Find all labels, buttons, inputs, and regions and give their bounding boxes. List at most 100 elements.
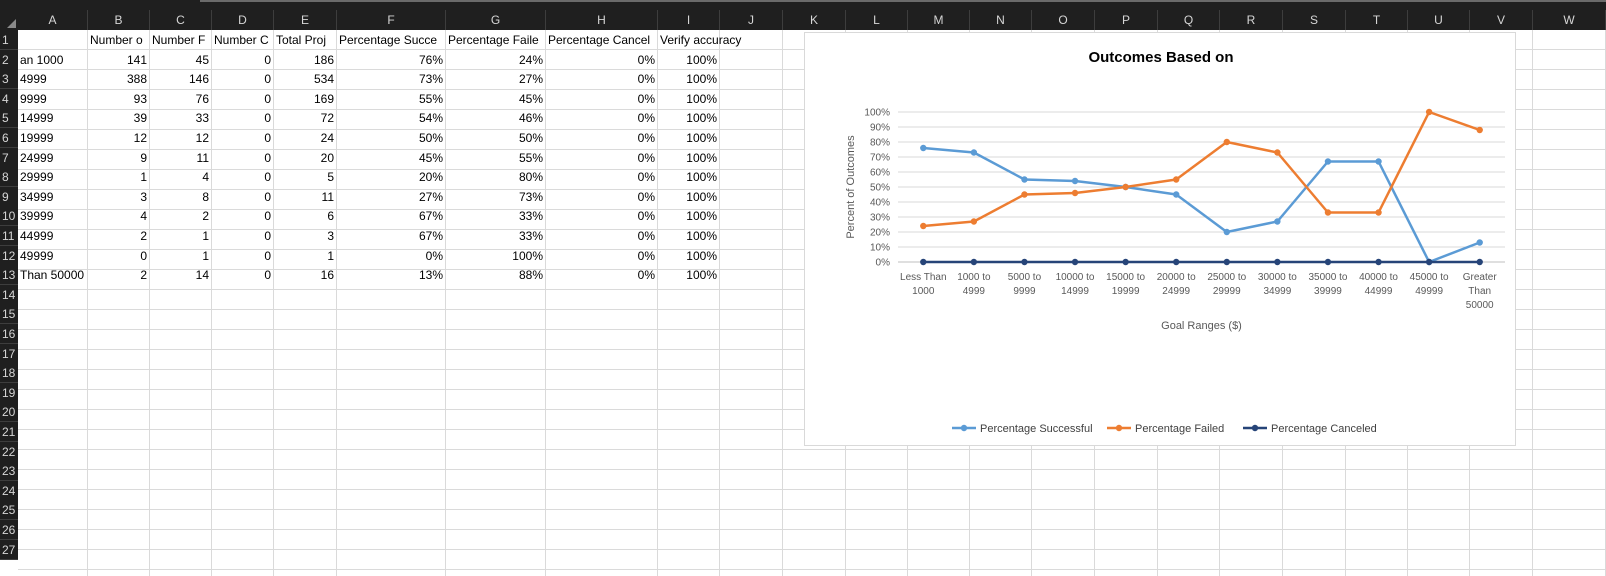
cell-b4[interactable]: 93: [88, 89, 150, 109]
cell-a10[interactable]: 39999: [18, 206, 88, 226]
cell-h6[interactable]: 0%: [546, 128, 658, 148]
cell-f13[interactable]: 13%: [337, 265, 446, 285]
cell-f4[interactable]: 55%: [337, 89, 446, 109]
column-header-c[interactable]: C: [150, 10, 212, 30]
column-header-q[interactable]: Q: [1158, 10, 1220, 30]
header-cell-e[interactable]: Total Proj: [274, 30, 337, 50]
cell-b7[interactable]: 9: [88, 148, 150, 168]
cell-d10[interactable]: 0: [212, 206, 274, 226]
cell-f5[interactable]: 54%: [337, 108, 446, 128]
cell-i4[interactable]: 100%: [658, 89, 720, 109]
header-cell-d[interactable]: Number C: [212, 30, 274, 50]
cell-b12[interactable]: 0: [88, 246, 150, 266]
header-cell-b[interactable]: Number o: [88, 30, 150, 50]
cell-a5[interactable]: 14999: [18, 108, 88, 128]
column-header-w[interactable]: W: [1533, 10, 1606, 30]
cell-h8[interactable]: 0%: [546, 167, 658, 187]
cell-h11[interactable]: 0%: [546, 226, 658, 246]
cell-e6[interactable]: 24: [274, 128, 337, 148]
cell-d2[interactable]: 0: [212, 50, 274, 70]
cell-c9[interactable]: 8: [150, 187, 212, 207]
cell-a3[interactable]: 4999: [18, 69, 88, 89]
column-header-k[interactable]: K: [783, 10, 846, 30]
cell-e12[interactable]: 1: [274, 246, 337, 266]
column-header-i[interactable]: I: [658, 10, 720, 30]
cell-g10[interactable]: 33%: [446, 206, 546, 226]
cell-d12[interactable]: 0: [212, 246, 274, 266]
cell-b6[interactable]: 12: [88, 128, 150, 148]
row-header-11[interactable]: 11: [0, 226, 18, 246]
row-header-2[interactable]: 2: [0, 50, 18, 70]
cell-e9[interactable]: 11: [274, 187, 337, 207]
header-cell-g[interactable]: Percentage Faile: [446, 30, 546, 50]
cell-h7[interactable]: 0%: [546, 148, 658, 168]
column-header-d[interactable]: D: [212, 10, 274, 30]
cell-b10[interactable]: 4: [88, 206, 150, 226]
row-header-7[interactable]: 7: [0, 148, 18, 168]
cell-g11[interactable]: 33%: [446, 226, 546, 246]
cell-i11[interactable]: 100%: [658, 226, 720, 246]
row-header-5[interactable]: 5: [0, 108, 18, 128]
column-header-f[interactable]: F: [337, 10, 446, 30]
row-header-19[interactable]: 19: [0, 383, 18, 403]
cell-d5[interactable]: 0: [212, 108, 274, 128]
column-header-e[interactable]: E: [274, 10, 337, 30]
cell-h13[interactable]: 0%: [546, 265, 658, 285]
row-header-13[interactable]: 13: [0, 265, 18, 285]
cell-h3[interactable]: 0%: [546, 69, 658, 89]
cell-g5[interactable]: 46%: [446, 108, 546, 128]
cell-b13[interactable]: 2: [88, 265, 150, 285]
cell-c7[interactable]: 11: [150, 148, 212, 168]
cell-c5[interactable]: 33: [150, 108, 212, 128]
cell-d4[interactable]: 0: [212, 89, 274, 109]
cell-g4[interactable]: 45%: [446, 89, 546, 109]
cell-f3[interactable]: 73%: [337, 69, 446, 89]
row-header-8[interactable]: 8: [0, 167, 18, 187]
cell-a13[interactable]: Than 50000: [18, 265, 88, 285]
cell-g6[interactable]: 50%: [446, 128, 546, 148]
cell-g9[interactable]: 73%: [446, 187, 546, 207]
select-all-corner[interactable]: [0, 10, 18, 30]
cell-a8[interactable]: 29999: [18, 167, 88, 187]
cell-g13[interactable]: 88%: [446, 265, 546, 285]
cell-e4[interactable]: 169: [274, 89, 337, 109]
cell-d9[interactable]: 0: [212, 187, 274, 207]
cell-h9[interactable]: 0%: [546, 187, 658, 207]
column-header-r[interactable]: R: [1220, 10, 1283, 30]
column-header-g[interactable]: G: [446, 10, 546, 30]
cell-c3[interactable]: 146: [150, 69, 212, 89]
cell-h5[interactable]: 0%: [546, 108, 658, 128]
cell-f6[interactable]: 50%: [337, 128, 446, 148]
cell-i7[interactable]: 100%: [658, 148, 720, 168]
header-cell-c[interactable]: Number F: [150, 30, 212, 50]
header-cell-f[interactable]: Percentage Succe: [337, 30, 446, 50]
cell-i10[interactable]: 100%: [658, 206, 720, 226]
cell-g8[interactable]: 80%: [446, 167, 546, 187]
cell-b8[interactable]: 1: [88, 167, 150, 187]
column-header-j[interactable]: J: [720, 10, 783, 30]
cell-e11[interactable]: 3: [274, 226, 337, 246]
row-header-4[interactable]: 4: [0, 89, 18, 109]
cell-i12[interactable]: 100%: [658, 246, 720, 266]
cell-a9[interactable]: 34999: [18, 187, 88, 207]
cell-i3[interactable]: 100%: [658, 69, 720, 89]
cell-i8[interactable]: 100%: [658, 167, 720, 187]
outcomes-line-chart[interactable]: Outcomes Based on 0% 10% 20% 30% 40% 50% 60% 70%…: [804, 32, 1516, 446]
cell-c4[interactable]: 76: [150, 89, 212, 109]
cell-d7[interactable]: 0: [212, 148, 274, 168]
cell-e13[interactable]: 16: [274, 265, 337, 285]
cell-g12[interactable]: 100%: [446, 246, 546, 266]
row-header-9[interactable]: 9: [0, 187, 18, 207]
cell-e3[interactable]: 534: [274, 69, 337, 89]
row-header-14[interactable]: 14: [0, 285, 18, 305]
column-header-u[interactable]: U: [1408, 10, 1470, 30]
cell-i13[interactable]: 100%: [658, 265, 720, 285]
row-header-17[interactable]: 17: [0, 344, 18, 364]
row-header-16[interactable]: 16: [0, 324, 18, 344]
row-header-18[interactable]: 18: [0, 363, 18, 383]
row-header-22[interactable]: 22: [0, 442, 18, 462]
column-header-a[interactable]: A: [18, 10, 88, 30]
cell-c6[interactable]: 12: [150, 128, 212, 148]
cell-d8[interactable]: 0: [212, 167, 274, 187]
cell-h12[interactable]: 0%: [546, 246, 658, 266]
